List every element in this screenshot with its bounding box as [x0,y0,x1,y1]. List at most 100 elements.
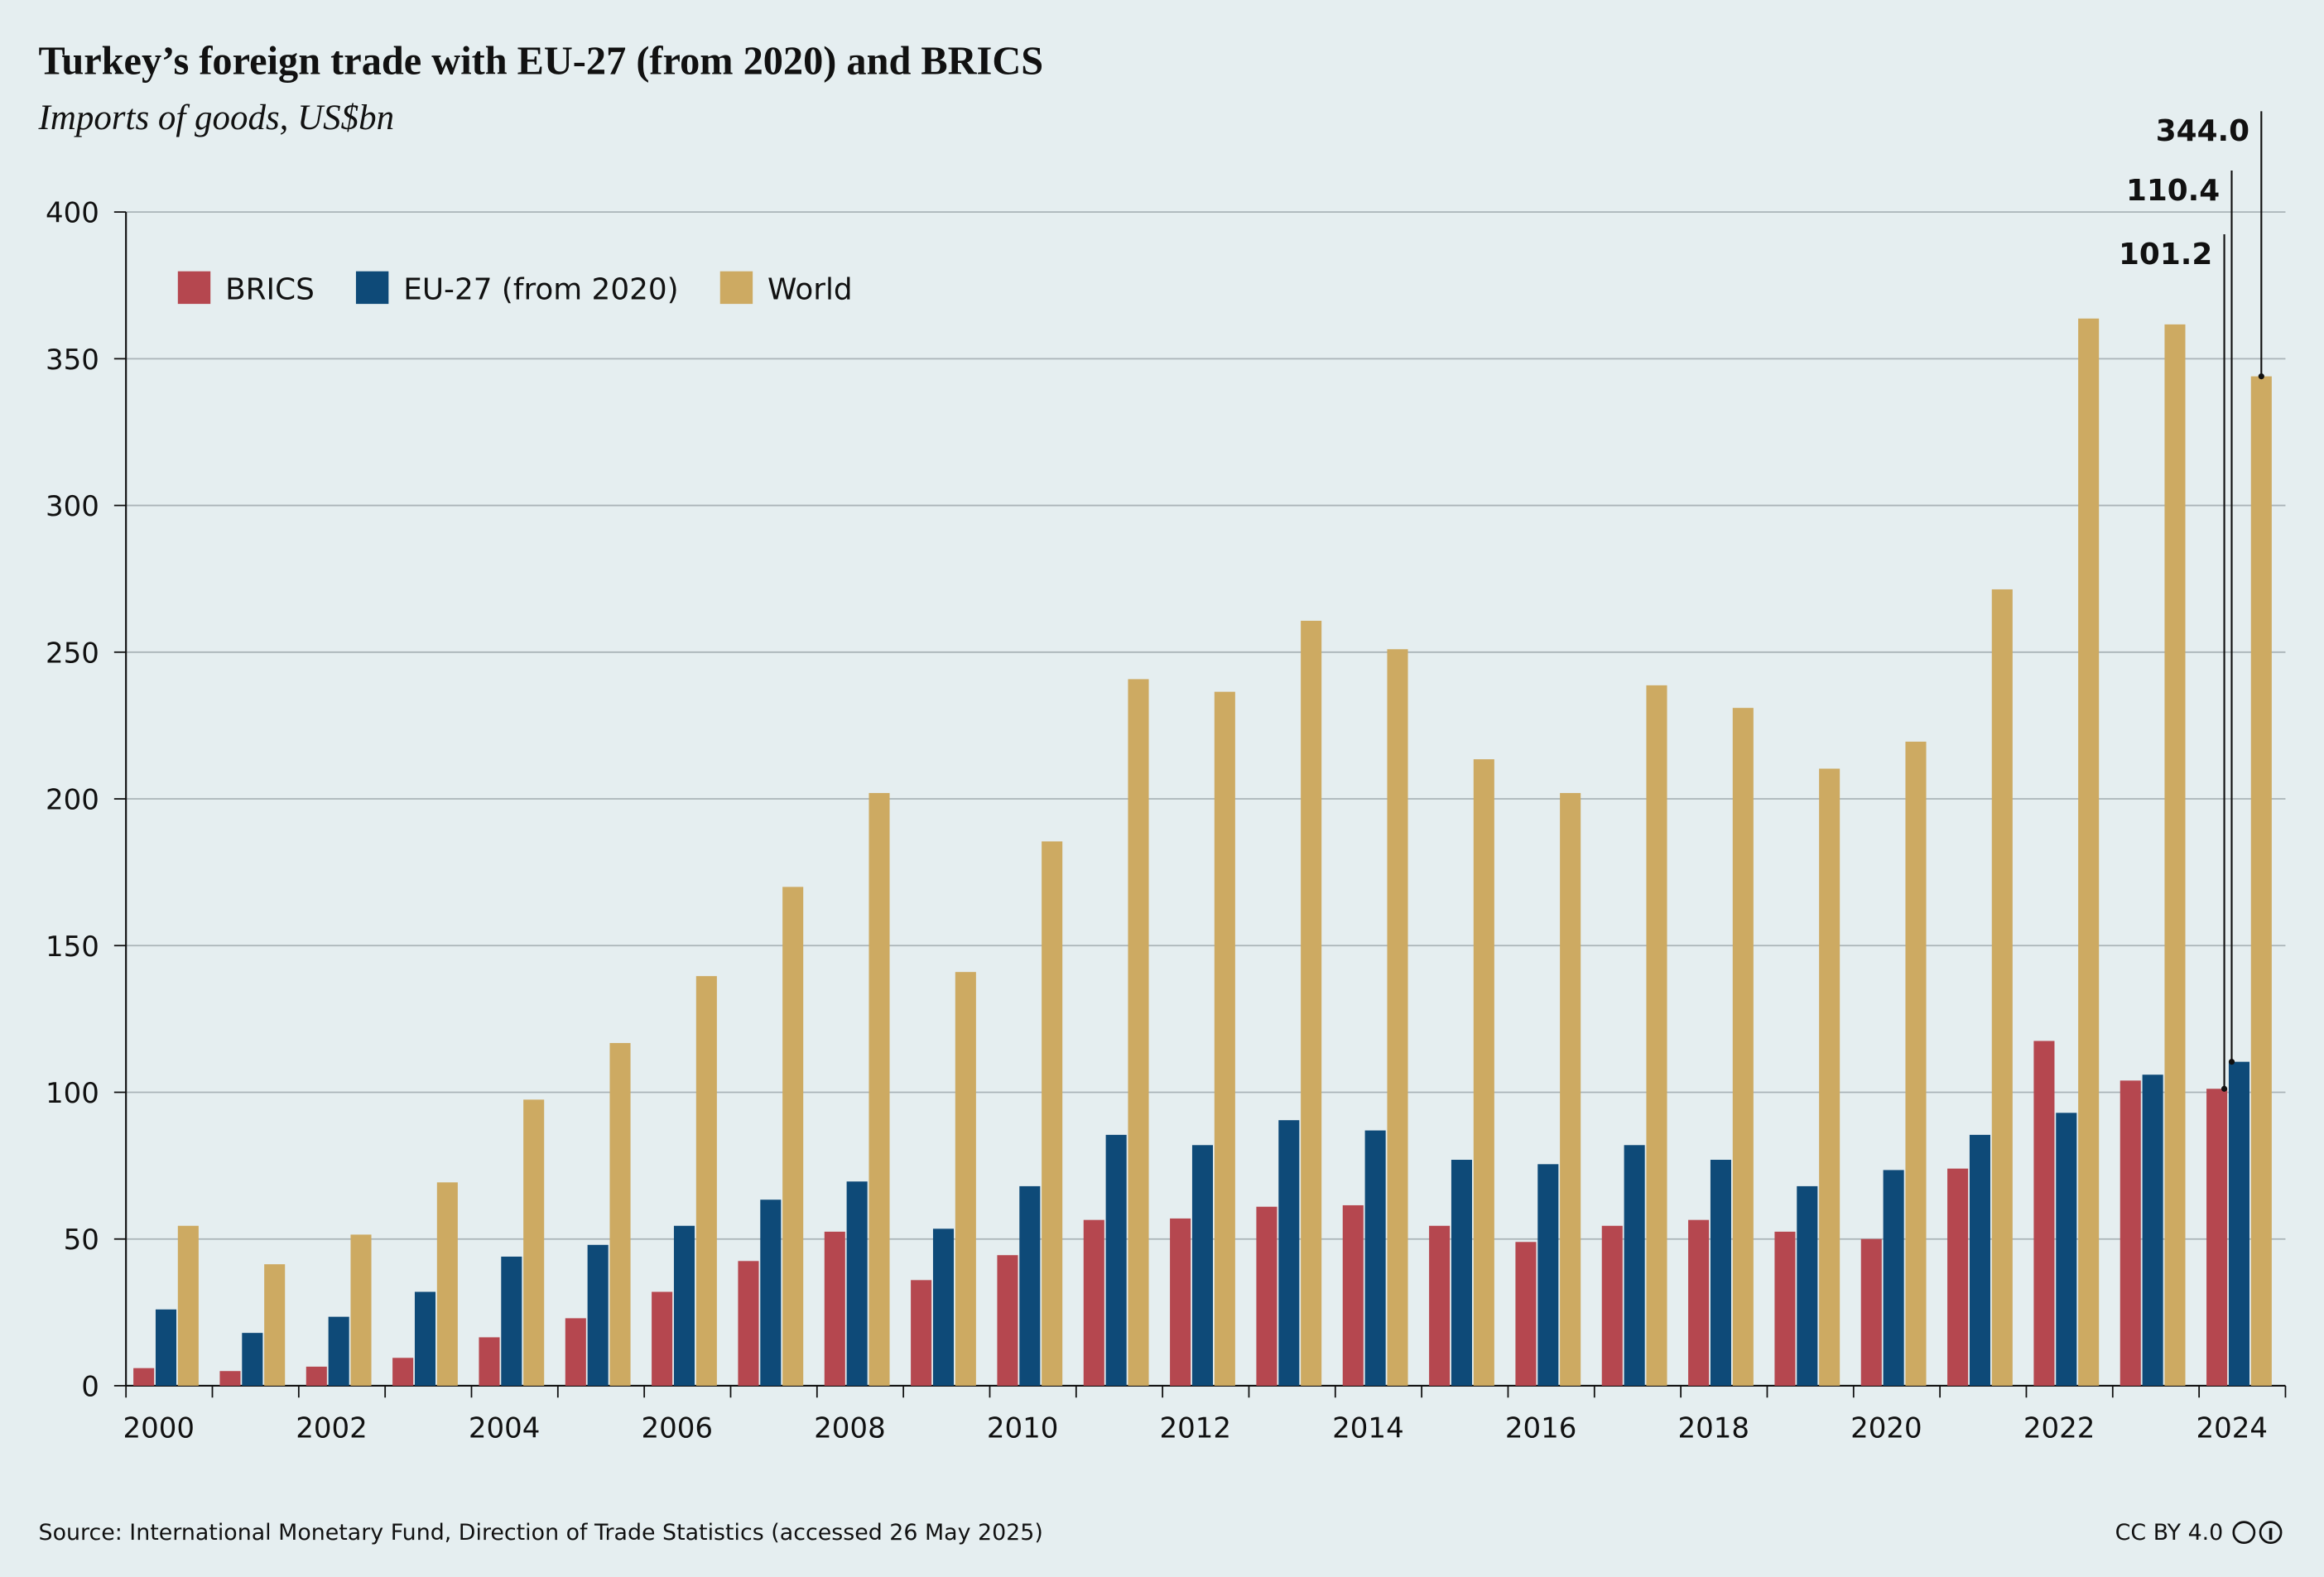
bar [1883,1170,1904,1386]
y-tick-label: 150 [46,930,99,964]
bar [1947,1168,1969,1386]
bar [868,792,890,1386]
bar [609,1042,631,1386]
x-tick-label: 2018 [1678,1412,1750,1445]
x-tick-label: 2002 [296,1412,368,1445]
bar [1364,1130,1386,1386]
bar [587,1244,609,1386]
bar [1429,1225,1451,1386]
x-tick-label: 2010 [987,1412,1059,1445]
bar [1019,1185,1041,1386]
bar [523,1099,545,1386]
bar [2228,1061,2249,1386]
bar [824,1231,845,1386]
bar [479,1337,500,1386]
bar [1515,1242,1537,1386]
bar [1301,620,1322,1386]
x-tick-label: 2016 [1505,1412,1577,1445]
bar [738,1261,759,1386]
bar [155,1309,177,1386]
bar [695,976,717,1386]
bar [1387,649,1408,1386]
value-label: 110.4 [2126,174,2220,208]
bar [955,972,976,1386]
x-tick-label: 2008 [814,1412,886,1445]
bar [436,1182,458,1386]
bar [2250,376,2272,1386]
bar [2056,1113,2077,1386]
bar [1042,841,1063,1386]
y-tick-label: 100 [46,1077,99,1110]
legend-swatch [355,271,389,305]
y-tick-label: 250 [46,637,99,670]
legend-label: BRICS [225,273,315,307]
bar [760,1200,782,1386]
bar [1732,708,1754,1386]
bar [911,1280,932,1386]
bar [1860,1238,1882,1386]
legend-swatch [177,271,211,305]
x-tick-label: 2000 [123,1412,195,1445]
y-tick-label: 400 [46,197,99,230]
bar [2164,324,2186,1386]
bar [242,1333,263,1386]
bar [1214,691,1235,1386]
source: Source: International Monetary Fund, Dir… [39,1520,1043,1546]
bar [1819,768,1840,1386]
license: CC BY 4.0 [2115,1520,2224,1546]
bar [782,887,804,1386]
bar [501,1256,522,1386]
bar [1473,759,1494,1386]
bar [350,1234,372,1386]
bar [2033,1041,2055,1386]
x-tick-label: 2012 [1160,1412,1232,1445]
x-tick-label: 2006 [642,1412,714,1445]
x-tick-label: 2004 [469,1412,541,1445]
bar [1774,1231,1796,1386]
y-tick-label: 350 [46,344,99,377]
x-tick-label: 2014 [1332,1412,1404,1445]
bar [1278,1120,1300,1386]
bar [1560,792,1581,1386]
legend-label: World [767,273,853,307]
bar [1342,1204,1364,1386]
bar [2078,318,2100,1386]
bar [673,1225,695,1386]
bar [1191,1145,1214,1386]
bar [1688,1219,1710,1386]
bar [932,1228,955,1386]
bar [1646,685,1667,1386]
bar [1905,741,1927,1386]
bar [1991,589,2013,1386]
bar [414,1291,436,1386]
y-tick-label: 200 [46,784,99,817]
value-label: 344.0 [2156,114,2249,148]
bar [177,1225,199,1386]
leader-dot [2258,373,2264,380]
bar [1451,1160,1473,1386]
bar [846,1181,868,1386]
y-tick-label: 300 [46,490,99,523]
value-label: 101.2 [2119,238,2212,272]
bar [306,1366,327,1386]
bar [264,1264,286,1386]
legend-swatch [719,271,753,305]
chart-subtitle: Imports of goods, US$bn [38,99,395,137]
bar [2120,1080,2141,1386]
y-tick-label: 50 [64,1224,99,1257]
bar [392,1358,414,1386]
bar [2142,1075,2163,1386]
leader-dot [2221,1085,2228,1092]
bar [997,1255,1018,1386]
bar [652,1291,673,1386]
bar [1128,679,1149,1386]
x-tick-label: 2022 [2023,1412,2095,1445]
bar [328,1316,349,1386]
legend-label: EU-27 (from 2020) [403,273,678,307]
cc-icon [2232,1521,2283,1545]
bar [1537,1164,1559,1386]
bar [565,1318,586,1386]
bar [1601,1225,1623,1386]
